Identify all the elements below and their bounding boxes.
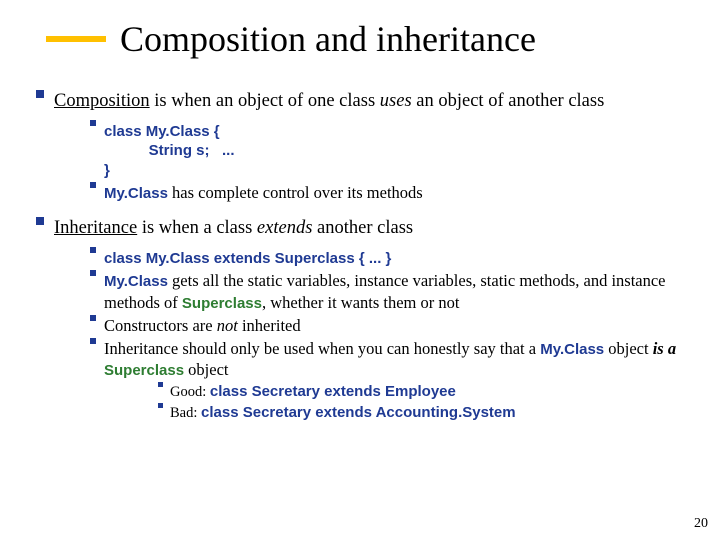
square-bullet-icon <box>90 315 96 321</box>
bullet-inheritance: Inheritance is when a class extends anot… <box>36 217 692 423</box>
term-is-a: is a <box>653 339 676 358</box>
sub-bullet-constructors: Constructors are not inherited <box>90 315 692 336</box>
slide: Composition and inheritance Composition … <box>0 0 720 540</box>
code-line: class Secretary extends Employee <box>210 383 456 400</box>
sub-bullet-is-a: Inheritance should only be used when you… <box>90 338 692 423</box>
square-bullet-icon <box>90 247 96 253</box>
square-bullet-icon <box>90 338 96 344</box>
square-bullet-icon <box>158 382 163 387</box>
bullet-text: Composition is when an object of one cla… <box>54 90 692 114</box>
title-accent-bar <box>46 36 106 42</box>
square-bullet-icon <box>36 217 44 225</box>
square-bullet-icon <box>90 120 96 126</box>
code-line: class My.Class extends Superclass { ... … <box>104 250 391 267</box>
title-block: Composition and inheritance <box>46 18 692 60</box>
term-composition: Composition <box>54 91 150 111</box>
subsub-bullet-bad: Bad: class Secretary extends Accounting.… <box>158 403 692 423</box>
slide-title: Composition and inheritance <box>120 18 536 60</box>
bullet-text: Inheritance is when a class extends anot… <box>54 217 692 241</box>
bullet-composition: Composition is when an object of one cla… <box>36 90 692 203</box>
code-inline: My.Class <box>104 185 168 202</box>
code-inline: Superclass <box>104 362 184 379</box>
square-bullet-icon <box>90 182 96 188</box>
label-good: Good: <box>170 384 210 400</box>
subsub-bullet-good: Good: class Secretary extends Employee <box>158 382 692 402</box>
square-bullet-icon <box>158 403 163 408</box>
term-not: not <box>217 316 238 335</box>
code-line: class My.Class { <box>104 123 220 140</box>
sub-bullet-gets-all: My.Class gets all the static variables, … <box>90 270 692 312</box>
term-extends: extends <box>257 218 312 238</box>
code-line: class Secretary extends Accounting.Syste… <box>201 404 516 421</box>
sub-bullet-code: class My.Class { String s; ... } <box>90 120 692 181</box>
code-line: String s; ... <box>132 141 692 161</box>
sub-bullet-extends-code: class My.Class extends Superclass { ... … <box>90 247 692 268</box>
square-bullet-icon <box>36 90 44 98</box>
sub-bullet-control: My.Class has complete control over its m… <box>90 182 692 203</box>
code-inline: My.Class <box>540 341 604 358</box>
code-block: String s; ... <box>132 141 692 161</box>
code-inline: My.Class <box>104 273 168 290</box>
label-bad: Bad: <box>170 405 201 421</box>
content: Composition is when an object of one cla… <box>28 90 692 423</box>
code-line: } <box>104 161 692 180</box>
term-uses: uses <box>380 91 412 111</box>
code-inline: Superclass <box>182 295 262 312</box>
square-bullet-icon <box>90 270 96 276</box>
page-number: 20 <box>694 516 708 532</box>
term-inheritance: Inheritance <box>54 218 137 238</box>
